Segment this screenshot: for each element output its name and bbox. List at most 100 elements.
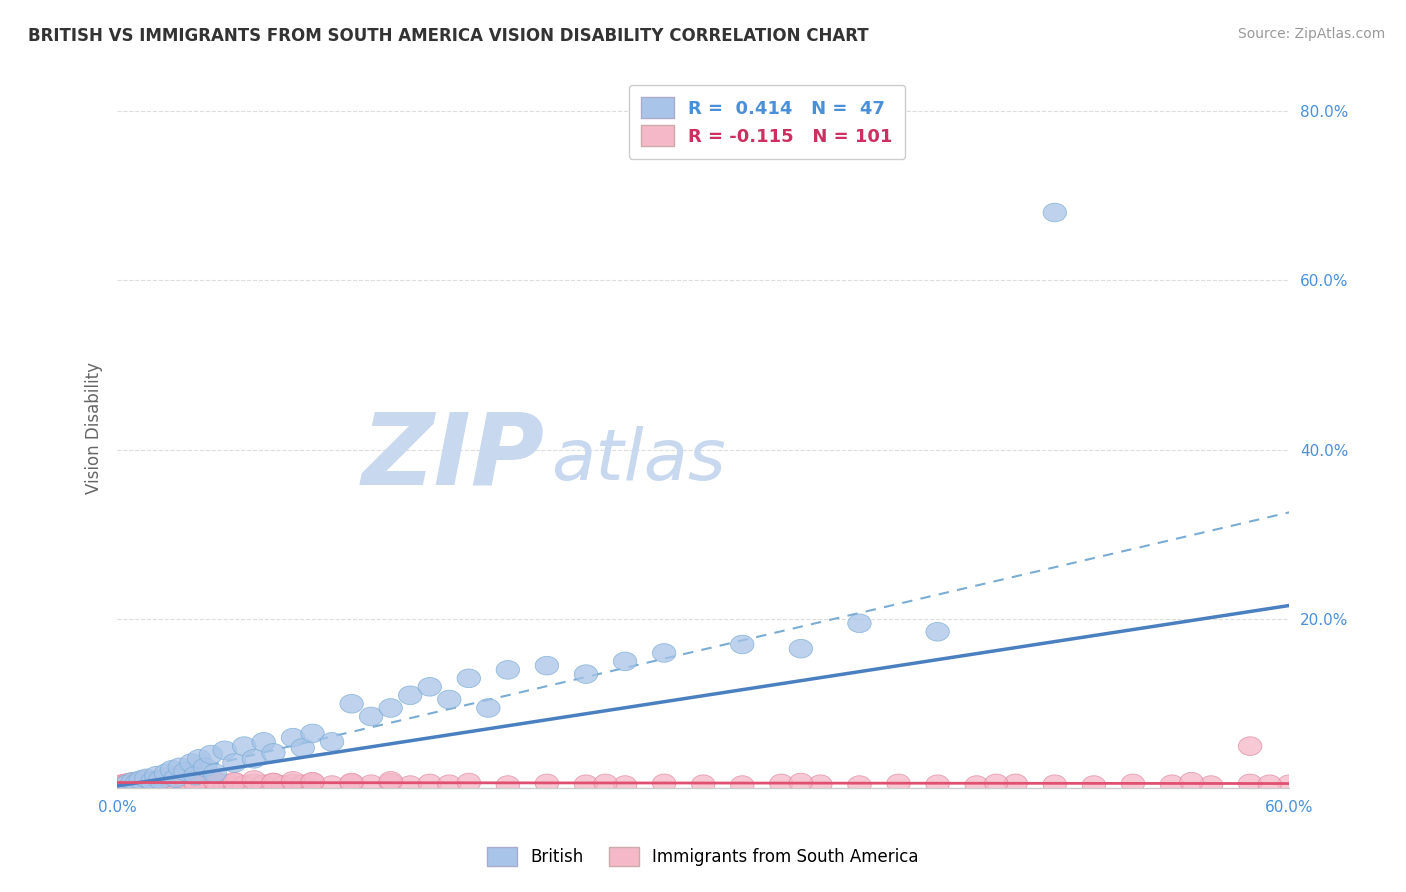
Legend: R =  0.414   N =  47, R = -0.115   N = 101: R = 0.414 N = 47, R = -0.115 N = 101 (628, 85, 905, 159)
Ellipse shape (194, 758, 217, 777)
Ellipse shape (965, 776, 988, 795)
Ellipse shape (200, 775, 222, 794)
Ellipse shape (131, 776, 155, 795)
Ellipse shape (496, 776, 520, 795)
Ellipse shape (281, 774, 305, 793)
Ellipse shape (121, 772, 145, 791)
Ellipse shape (281, 728, 305, 747)
Y-axis label: Vision Disability: Vision Disability (86, 362, 103, 494)
Ellipse shape (301, 772, 325, 791)
Ellipse shape (125, 772, 149, 791)
Ellipse shape (150, 775, 174, 794)
Ellipse shape (110, 775, 132, 794)
Ellipse shape (132, 774, 156, 793)
Ellipse shape (115, 775, 139, 794)
Ellipse shape (1160, 775, 1184, 794)
Ellipse shape (135, 775, 159, 794)
Ellipse shape (927, 775, 949, 794)
Ellipse shape (262, 773, 285, 792)
Ellipse shape (200, 745, 222, 764)
Ellipse shape (125, 772, 149, 791)
Ellipse shape (848, 614, 872, 632)
Ellipse shape (167, 775, 191, 794)
Ellipse shape (146, 776, 170, 795)
Ellipse shape (1083, 776, 1105, 795)
Ellipse shape (652, 644, 676, 662)
Ellipse shape (321, 776, 344, 795)
Ellipse shape (398, 776, 422, 795)
Ellipse shape (1043, 203, 1067, 222)
Ellipse shape (165, 774, 187, 793)
Ellipse shape (1199, 776, 1223, 795)
Ellipse shape (360, 707, 382, 726)
Ellipse shape (174, 762, 197, 780)
Ellipse shape (536, 774, 558, 793)
Ellipse shape (187, 749, 211, 768)
Ellipse shape (174, 771, 197, 789)
Ellipse shape (380, 772, 402, 790)
Ellipse shape (340, 774, 363, 793)
Ellipse shape (212, 774, 236, 793)
Ellipse shape (1043, 775, 1067, 794)
Ellipse shape (195, 774, 219, 793)
Ellipse shape (360, 775, 382, 794)
Ellipse shape (136, 773, 160, 792)
Ellipse shape (232, 776, 256, 795)
Ellipse shape (167, 758, 191, 777)
Ellipse shape (613, 776, 637, 795)
Ellipse shape (574, 665, 598, 683)
Ellipse shape (652, 774, 676, 793)
Ellipse shape (731, 635, 754, 654)
Ellipse shape (184, 775, 207, 794)
Ellipse shape (149, 774, 172, 793)
Ellipse shape (145, 772, 167, 791)
Ellipse shape (692, 775, 714, 794)
Ellipse shape (145, 773, 167, 792)
Ellipse shape (156, 774, 180, 793)
Ellipse shape (184, 766, 207, 785)
Ellipse shape (155, 776, 177, 795)
Ellipse shape (180, 754, 202, 772)
Ellipse shape (141, 774, 165, 793)
Ellipse shape (380, 773, 402, 792)
Ellipse shape (160, 761, 184, 779)
Ellipse shape (162, 776, 186, 795)
Ellipse shape (808, 775, 832, 794)
Ellipse shape (593, 774, 617, 793)
Ellipse shape (127, 775, 150, 794)
Ellipse shape (789, 773, 813, 792)
Ellipse shape (176, 776, 200, 795)
Ellipse shape (135, 771, 159, 789)
Ellipse shape (232, 737, 256, 756)
Ellipse shape (418, 678, 441, 696)
Ellipse shape (187, 773, 211, 792)
Ellipse shape (1121, 774, 1144, 793)
Ellipse shape (139, 776, 162, 795)
Ellipse shape (111, 776, 135, 795)
Ellipse shape (477, 698, 501, 717)
Ellipse shape (252, 775, 276, 794)
Ellipse shape (321, 732, 344, 751)
Ellipse shape (222, 772, 246, 791)
Ellipse shape (437, 690, 461, 709)
Ellipse shape (155, 772, 177, 790)
Ellipse shape (769, 774, 793, 793)
Ellipse shape (1180, 772, 1204, 791)
Ellipse shape (457, 773, 481, 792)
Ellipse shape (496, 661, 520, 679)
Ellipse shape (789, 640, 813, 658)
Ellipse shape (124, 775, 146, 794)
Text: ZIP: ZIP (361, 409, 546, 506)
Ellipse shape (536, 657, 558, 675)
Ellipse shape (135, 769, 159, 788)
Ellipse shape (301, 724, 325, 743)
Ellipse shape (222, 773, 246, 792)
Ellipse shape (291, 739, 315, 757)
Ellipse shape (887, 774, 910, 793)
Ellipse shape (301, 773, 325, 792)
Ellipse shape (242, 749, 266, 768)
Ellipse shape (145, 766, 167, 785)
Ellipse shape (1239, 737, 1261, 756)
Ellipse shape (114, 774, 136, 793)
Ellipse shape (155, 764, 177, 782)
